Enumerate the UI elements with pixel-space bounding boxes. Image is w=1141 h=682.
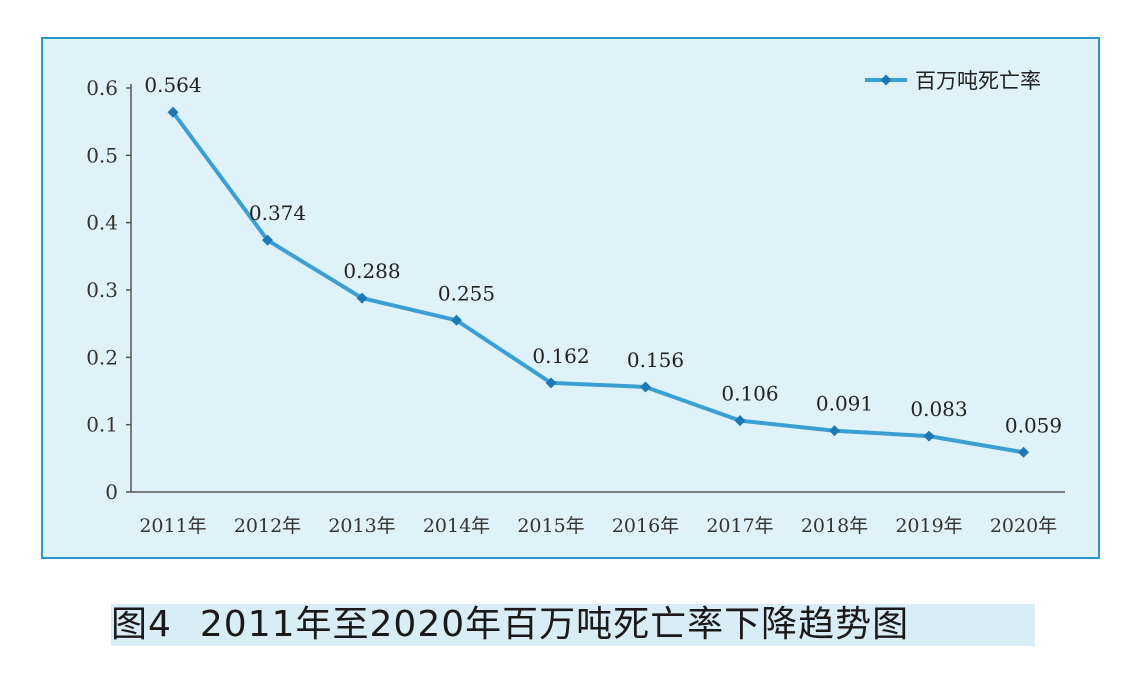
data-label: 0.162 [532, 344, 589, 368]
x-tick-label: 2011年 [139, 515, 206, 537]
y-tick-label: 0.5 [86, 143, 118, 167]
data-label: 0.091 [816, 392, 873, 416]
data-label: 0.106 [721, 382, 778, 406]
figure-caption-text: 2011年至2020年百万吨死亡率下降趋势图 [199, 604, 910, 645]
data-label: 0.374 [249, 201, 306, 225]
y-tick-label: 0.1 [86, 413, 118, 437]
data-label: 0.564 [144, 73, 201, 97]
data-point [262, 234, 273, 246]
data-label: 0.059 [1005, 413, 1062, 437]
x-tick-label: 2013年 [328, 515, 395, 537]
x-tick-label: 2020年 [990, 515, 1057, 537]
series-line [171, 110, 1026, 455]
x-tick-label: 2016年 [612, 515, 679, 537]
data-point [356, 292, 368, 304]
figure-number: 图4 [111, 604, 172, 645]
x-tick-label: 2018年 [801, 515, 868, 537]
y-tick-label: 0.6 [86, 76, 118, 100]
x-tick-label: 2014年 [423, 515, 490, 537]
data-label: 0.255 [438, 281, 495, 305]
legend-label: 百万吨死亡率 [915, 69, 1041, 93]
y-tick-label: 0.2 [86, 345, 118, 369]
chart-panel: 0 0.1 0.2 0.3 0.4 0.5 0.6 2011年 2012年 2013年 2014年 2… [41, 37, 1100, 559]
y-tick-label: 0.4 [86, 211, 118, 235]
data-point [640, 381, 651, 393]
data-point [829, 425, 840, 437]
figure-caption: 图4 2011年至2020年百万吨死亡率下降趋势图 [111, 604, 1035, 646]
data-label: 0.288 [343, 259, 400, 283]
y-tick-label: 0.3 [86, 278, 118, 302]
y-tick-label: 0 [105, 480, 118, 504]
data-point [1018, 446, 1029, 458]
legend-marker [880, 74, 892, 86]
data-label: 0.083 [910, 397, 967, 421]
data-point [734, 415, 746, 427]
data-point [923, 430, 935, 442]
x-tick-label: 2019年 [895, 515, 962, 537]
x-tick-label: 2012年 [234, 515, 301, 537]
x-tick-label: 2017年 [706, 515, 773, 537]
data-point [451, 314, 462, 326]
line-chart: 0 0.1 0.2 0.3 0.4 0.5 0.6 2011年 2012年 2013年 2014年 2… [86, 69, 1065, 537]
data-point [167, 106, 179, 118]
x-tick-label: 2015年 [517, 515, 584, 537]
data-label: 0.156 [627, 348, 684, 372]
data-point [545, 377, 557, 389]
